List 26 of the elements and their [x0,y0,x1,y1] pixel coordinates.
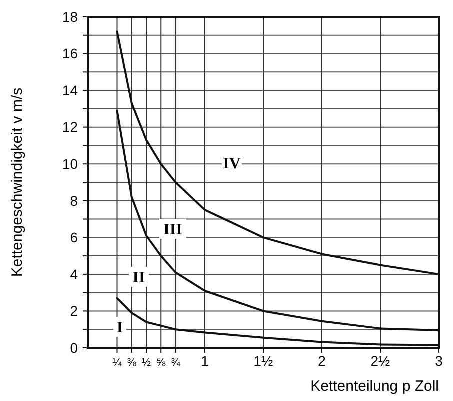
y-tick-label: 14 [62,82,78,98]
y-tick-label: 2 [70,303,78,320]
annotation: III [164,222,182,239]
y-tick-label: 10 [62,156,78,172]
x-tick-label: ⅝ [156,357,167,369]
y-tick-label: 18 [62,8,78,25]
x-tick-label: ½ [142,357,152,369]
x-tick-label: ¼ [112,357,123,369]
y-axis-title: Kettengeschwindigkeit v m/s [9,88,26,278]
y-tick-label: 12 [62,119,78,136]
x-tick-label: ⅜ [127,357,138,369]
x-tick-label: 1 [201,353,210,369]
x-tick-label: 3 [435,353,444,369]
x-tick-label: ¾ [171,357,182,369]
annotation: I [116,320,124,337]
x-axis-title: Kettenteilung p Zoll [310,378,439,395]
y-tick-label: 0 [70,340,78,356]
x-tick-label: 1½ [254,353,274,369]
y-tick-label: 6 [70,230,78,246]
y-tick-label: 8 [70,192,78,209]
y-tick-label: 16 [62,46,78,62]
annotation: IV [223,156,242,173]
x-tick-label: 2½ [370,353,391,369]
x-tick-label: 2 [318,353,326,369]
y-tick-label: 4 [70,266,78,282]
annotation: II [132,270,146,287]
